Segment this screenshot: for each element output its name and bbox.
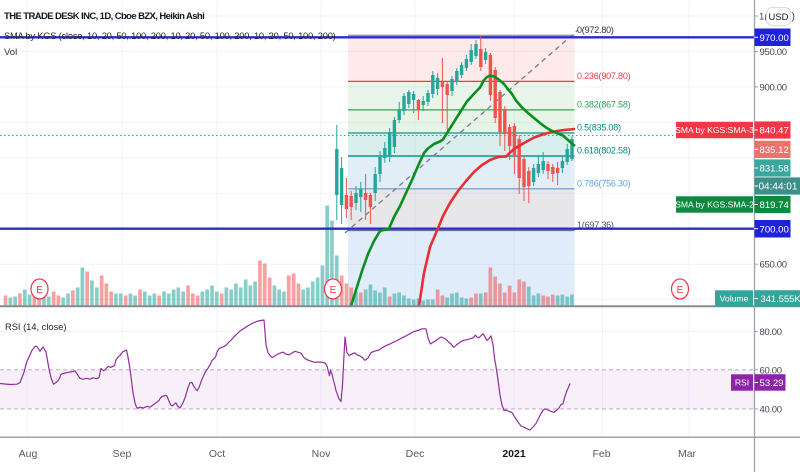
svg-text:700.00: 700.00 bbox=[760, 224, 789, 235]
svg-text:0.786(756.30): 0.786(756.30) bbox=[577, 178, 631, 188]
svg-text:0(972.80): 0(972.80) bbox=[577, 25, 614, 35]
svg-text:Oct: Oct bbox=[209, 448, 225, 460]
svg-text:0.618(802.58): 0.618(802.58) bbox=[577, 146, 631, 156]
svg-text:840.47: 840.47 bbox=[760, 126, 789, 137]
svg-text:60.00: 60.00 bbox=[760, 365, 782, 376]
svg-text:2021: 2021 bbox=[502, 448, 526, 460]
svg-text:970.00: 970.00 bbox=[760, 33, 789, 44]
svg-text:E: E bbox=[36, 285, 43, 296]
svg-text:04:44:01: 04:44:01 bbox=[759, 182, 798, 193]
svg-text:SMA by KGS:SMA-3: SMA by KGS:SMA-3 bbox=[675, 125, 754, 135]
svg-text:950.00: 950.00 bbox=[760, 47, 787, 58]
svg-text:Feb: Feb bbox=[592, 448, 610, 460]
svg-text:Vol: Vol bbox=[4, 47, 17, 58]
svg-text:341.555K: 341.555K bbox=[761, 293, 800, 304]
svg-text:1(697.36): 1(697.36) bbox=[577, 220, 614, 230]
svg-text:53.29: 53.29 bbox=[760, 378, 784, 389]
svg-text:Sep: Sep bbox=[113, 448, 132, 460]
svg-text:): ) bbox=[792, 11, 796, 23]
svg-text:Nov: Nov bbox=[312, 448, 331, 460]
svg-text:RSI (14, close): RSI (14, close) bbox=[5, 322, 66, 332]
svg-text:E: E bbox=[677, 285, 684, 296]
svg-text:E: E bbox=[330, 285, 337, 296]
svg-text:0.382(867.58): 0.382(867.58) bbox=[577, 99, 631, 109]
svg-text:USD: USD bbox=[768, 12, 788, 23]
svg-text:80.00: 80.00 bbox=[760, 327, 782, 338]
svg-text:SMA by KGS (close, 10, 20, 50,: SMA by KGS (close, 10, 20, 50, 100, 200,… bbox=[4, 31, 336, 41]
svg-text:650.00: 650.00 bbox=[760, 260, 787, 271]
svg-text:819.74: 819.74 bbox=[760, 200, 790, 211]
svg-text:SMA by KGS:SMA-2: SMA by KGS:SMA-2 bbox=[675, 200, 754, 210]
svg-text:900.00: 900.00 bbox=[760, 82, 787, 93]
svg-text:Volume: Volume bbox=[720, 294, 749, 304]
svg-text:Dec: Dec bbox=[406, 448, 425, 460]
svg-text:835.12: 835.12 bbox=[760, 145, 789, 156]
svg-text:THE TRADE DESK INC, 1D, Cboe B: THE TRADE DESK INC, 1D, Cboe BZX, Heikin… bbox=[4, 11, 204, 22]
svg-text:Mar: Mar bbox=[678, 448, 697, 460]
svg-text:0.5(835.08): 0.5(835.08) bbox=[577, 123, 621, 133]
svg-text:Aug: Aug bbox=[19, 448, 38, 460]
svg-text:RSI: RSI bbox=[735, 378, 749, 388]
svg-text:831.58: 831.58 bbox=[760, 164, 789, 175]
svg-text:40.00: 40.00 bbox=[760, 404, 782, 415]
svg-text:0.236(907.80): 0.236(907.80) bbox=[577, 71, 631, 81]
svg-text:1(: 1( bbox=[759, 12, 768, 23]
